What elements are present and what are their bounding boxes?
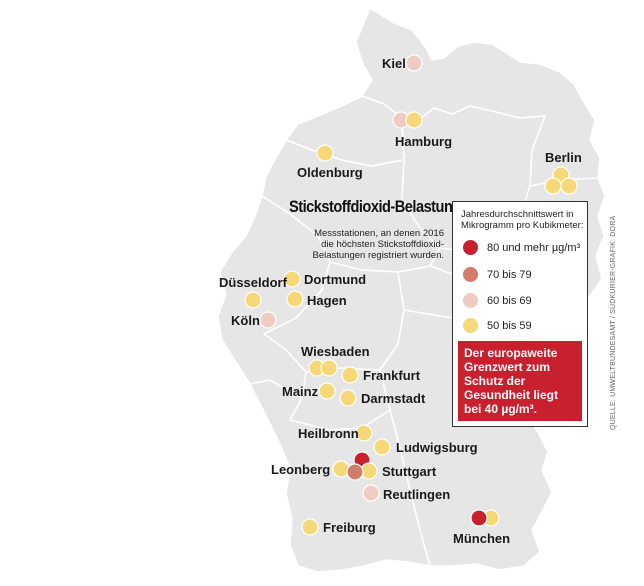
label-leonberg: Leonberg [271, 462, 330, 477]
marker-freiburg[interactable] [301, 518, 319, 536]
marker-stuttgart-2[interactable] [346, 463, 364, 481]
label-wiesbaden: Wiesbaden [301, 344, 370, 359]
label-reutlingen: Reutlingen [383, 487, 450, 502]
label-hagen: Hagen [307, 293, 347, 308]
label-oldenburg: Oldenburg [297, 165, 363, 180]
map-subtitle: Messstationen, an denen 2016 die höchste… [312, 228, 445, 261]
swatch-dark-red-icon [463, 240, 478, 255]
label-ludwigsburg: Ludwigsburg [396, 440, 478, 455]
city-labels: Kiel Hamburg Oldenburg Berlin Düsseldorf… [219, 56, 582, 546]
swatch-pink-icon [463, 293, 478, 308]
label-muenchen: München [453, 531, 510, 546]
marker-koeln[interactable] [259, 311, 277, 329]
marker-muenchen-1[interactable] [470, 509, 488, 527]
map-title: Stickstoffdioxid-Belastung [289, 197, 461, 216]
source-credit: QUELLE: UMWELTBUNDESAMT / SÜDKURIER-GRAF… [610, 215, 617, 430]
label-berlin: Berlin [545, 150, 582, 165]
label-kiel: Kiel [382, 56, 406, 71]
label-stuttgart: Stuttgart [382, 464, 437, 479]
legend-label: 50 bis 59 [487, 319, 532, 332]
marker-kiel[interactable] [405, 54, 423, 72]
label-darmstadt: Darmstadt [361, 391, 426, 406]
marker-reutlingen[interactable] [362, 484, 380, 502]
label-heilbronn: Heilbronn [298, 426, 359, 441]
legend-item-50-59: 50 bis 59 [463, 318, 532, 333]
marker-berlin-3[interactable] [560, 177, 578, 195]
label-frankfurt: Frankfurt [363, 368, 421, 383]
marker-leonberg[interactable] [332, 460, 350, 478]
marker-berlin-2[interactable] [544, 177, 562, 195]
label-freiburg: Freiburg [323, 520, 376, 535]
marker-oldenburg[interactable] [316, 144, 334, 162]
marker-heilbronn[interactable] [355, 424, 373, 442]
label-duesseldorf: Düsseldorf [219, 275, 288, 290]
label-dortmund: Dortmund [304, 272, 366, 287]
swatch-yellow-icon [463, 318, 478, 333]
label-hamburg: Hamburg [395, 134, 452, 149]
marker-wiesbaden-2[interactable] [320, 359, 338, 377]
label-mainz: Mainz [282, 384, 319, 399]
legend-label: 60 bis 69 [487, 294, 532, 307]
city-markers [244, 54, 578, 536]
legend-label: 80 und mehr µg/m³ [487, 241, 581, 254]
legend-item-80-plus: 80 und mehr µg/m³ [463, 240, 580, 255]
marker-duesseldorf[interactable] [244, 291, 262, 309]
limit-note: Der europaweite Grenzwert zum Schutz der… [458, 341, 582, 421]
marker-frankfurt[interactable] [341, 366, 359, 384]
legend-item-60-69: 60 bis 69 [463, 293, 532, 308]
legend-item-70-79: 70 bis 79 [463, 267, 532, 282]
legend: Jahresdurchschnittswert in Mikrogramm pr… [452, 201, 588, 427]
swatch-salmon-icon [463, 267, 478, 282]
marker-mainz[interactable] [318, 382, 336, 400]
legend-label: 70 bis 79 [487, 268, 532, 281]
germany-outline [217, 6, 606, 573]
label-koeln: Köln [231, 313, 260, 328]
legend-heading: Jahresdurchschnittswert in Mikrogramm pr… [461, 209, 584, 231]
marker-ludwigsburg[interactable] [373, 438, 391, 456]
marker-darmstadt[interactable] [339, 389, 357, 407]
marker-hamburg-2[interactable] [405, 111, 423, 129]
marker-dortmund[interactable] [283, 270, 301, 288]
marker-hagen[interactable] [286, 290, 304, 308]
